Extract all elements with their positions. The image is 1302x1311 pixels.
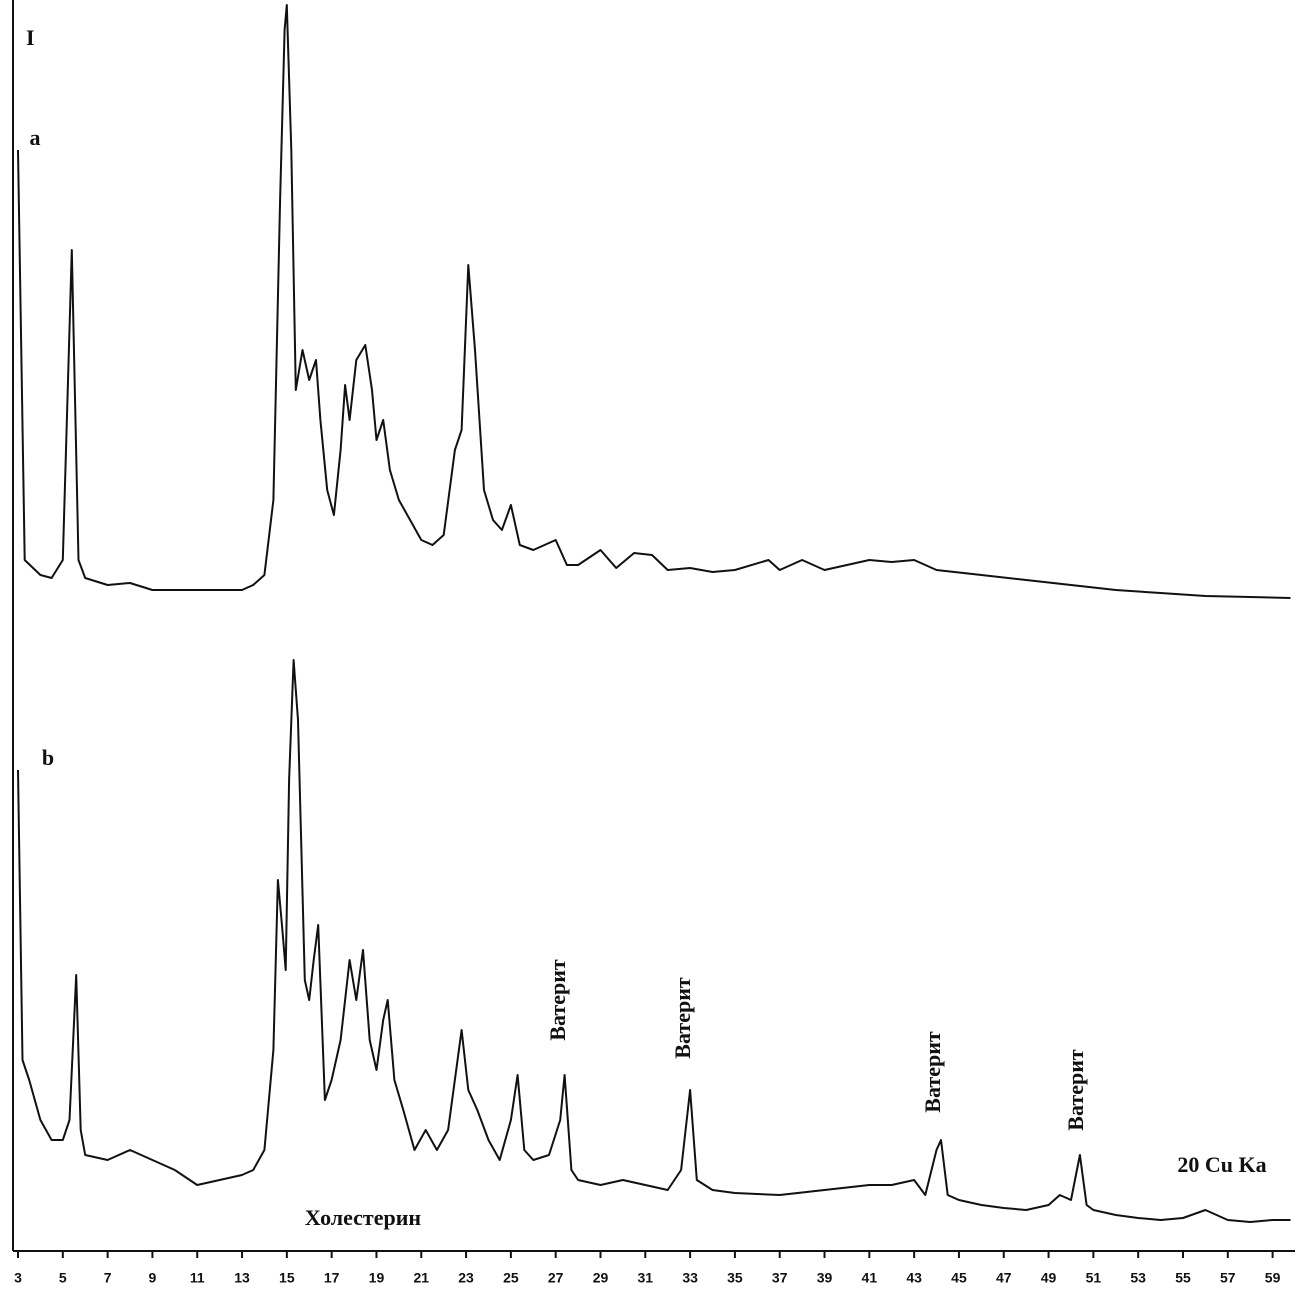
x-axis-label: 20 Cu Ka: [1177, 1152, 1266, 1177]
x-tick-label: 47: [996, 1270, 1012, 1286]
x-tick-label: 3: [14, 1270, 22, 1286]
x-tick-label: 57: [1220, 1270, 1236, 1286]
x-tick-label: 41: [862, 1270, 878, 1286]
x-tick-label: 25: [503, 1270, 519, 1286]
x-tick-label: 49: [1041, 1270, 1057, 1286]
x-tick-label: 45: [951, 1270, 967, 1286]
x-tick-label: 9: [149, 1270, 157, 1286]
series-label: a: [30, 125, 41, 150]
x-tick-label: 39: [817, 1270, 833, 1286]
x-tick-label: 31: [638, 1270, 654, 1286]
series-line: [17, 4, 1291, 599]
y-axis-label: I: [26, 25, 35, 50]
annotation: Ватерит: [920, 1031, 945, 1113]
x-tick-label: 43: [906, 1270, 922, 1286]
annotation: Холестерин: [305, 1205, 422, 1230]
x-tick-label: 51: [1086, 1270, 1102, 1286]
x-tick-label: 29: [593, 1270, 609, 1286]
x-tick-label: 15: [279, 1270, 295, 1286]
x-tick-label: 23: [458, 1270, 474, 1286]
x-tick-label: 5: [59, 1270, 67, 1286]
x-tick-label: 37: [772, 1270, 788, 1286]
x-tick-label: 33: [682, 1270, 698, 1286]
annotation: Ватерит: [545, 959, 570, 1041]
annotation: Ватерит: [1063, 1049, 1088, 1131]
x-tick-label: 21: [413, 1270, 429, 1286]
x-tick-label: 35: [727, 1270, 743, 1286]
x-tick-label: 55: [1175, 1270, 1191, 1286]
x-tick-label: 27: [548, 1270, 564, 1286]
x-tick-label: 13: [234, 1270, 250, 1286]
x-tick-label: 17: [324, 1270, 340, 1286]
x-tick-label: 53: [1130, 1270, 1146, 1286]
x-tick-label: 59: [1265, 1270, 1281, 1286]
x-tick-label: 11: [190, 1270, 205, 1286]
x-tick-label: 19: [369, 1270, 385, 1286]
series-label: b: [42, 745, 54, 770]
x-tick-label: 7: [104, 1270, 112, 1286]
series-line: [17, 659, 1291, 1223]
annotation: Ватерит: [670, 977, 695, 1059]
